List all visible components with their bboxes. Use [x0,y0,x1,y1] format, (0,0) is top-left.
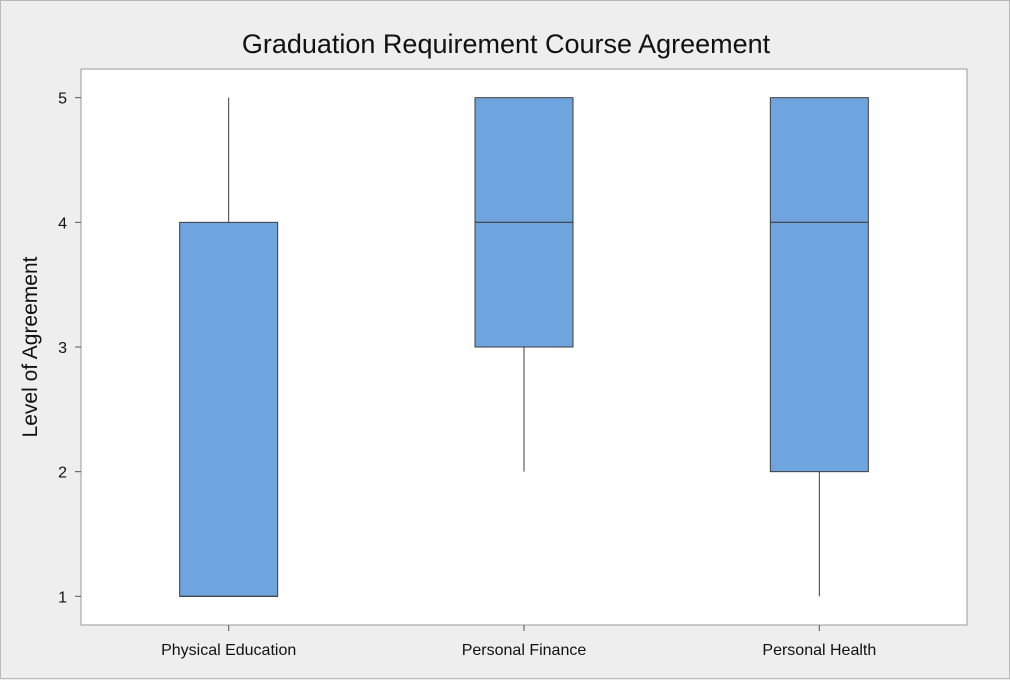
x-category-label: Physical Education [161,642,296,659]
x-category-label: Personal Health [762,642,876,659]
chart-marks: 1 2 3 4 5 Physical Education Personal Finance P… [58,91,876,659]
box [769,97,869,473]
y-axis-label: Level of Agreement [19,256,42,437]
box [179,221,279,597]
y-tick-label: 4 [58,215,67,232]
y-tick-label: 3 [58,340,67,357]
x-category-label: Personal Finance [462,642,587,659]
y-tick-label: 5 [58,91,67,108]
chart-title: Graduation Requirement Course Agreement [242,29,771,59]
y-tick-label: 2 [58,465,67,482]
y-tick-label: 1 [58,589,67,606]
